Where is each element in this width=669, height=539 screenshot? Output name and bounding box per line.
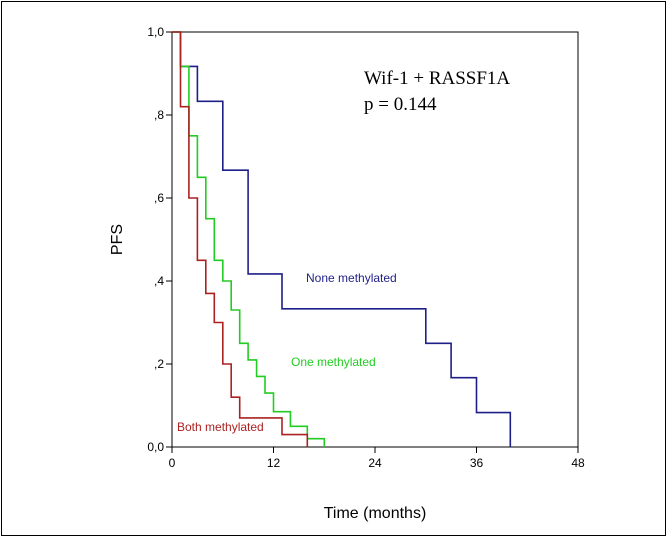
annotation-title: Wif-1 + RASSF1A (364, 68, 510, 89)
y-tick-label: 1,0 (147, 25, 164, 39)
ticks-layer: 0 12 24 36 48 0,0 ,2 ,4 ,6 ,8 1,0 (147, 25, 585, 470)
annotation-pvalue: p = 0.144 (364, 94, 437, 115)
x-tick-label: 0 (169, 456, 176, 470)
series-layer (172, 31, 512, 447)
y-tick-label: ,6 (154, 191, 164, 205)
y-tick-label: 0,0 (147, 440, 164, 454)
x-tick-label: 12 (267, 456, 281, 470)
x-axis-title: Time (months) (324, 505, 427, 522)
x-tick-label: 24 (368, 456, 382, 470)
series-line-one-methylated (172, 31, 326, 447)
series-line-both-methylated (172, 31, 309, 447)
x-tick-label: 48 (571, 456, 585, 470)
y-tick-label: ,2 (154, 357, 164, 371)
series-label-none-methylated: None methylated (306, 271, 397, 285)
y-axis-title: PFS (109, 224, 126, 255)
series-label-both-methylated: Both methylated (177, 420, 264, 434)
y-tick-label: ,4 (154, 274, 164, 288)
x-tick-label: 36 (470, 456, 484, 470)
series-label-one-methylated: One methylated (291, 355, 376, 369)
y-tick-label: ,8 (154, 108, 164, 122)
series-line-none-methylated (172, 31, 512, 447)
